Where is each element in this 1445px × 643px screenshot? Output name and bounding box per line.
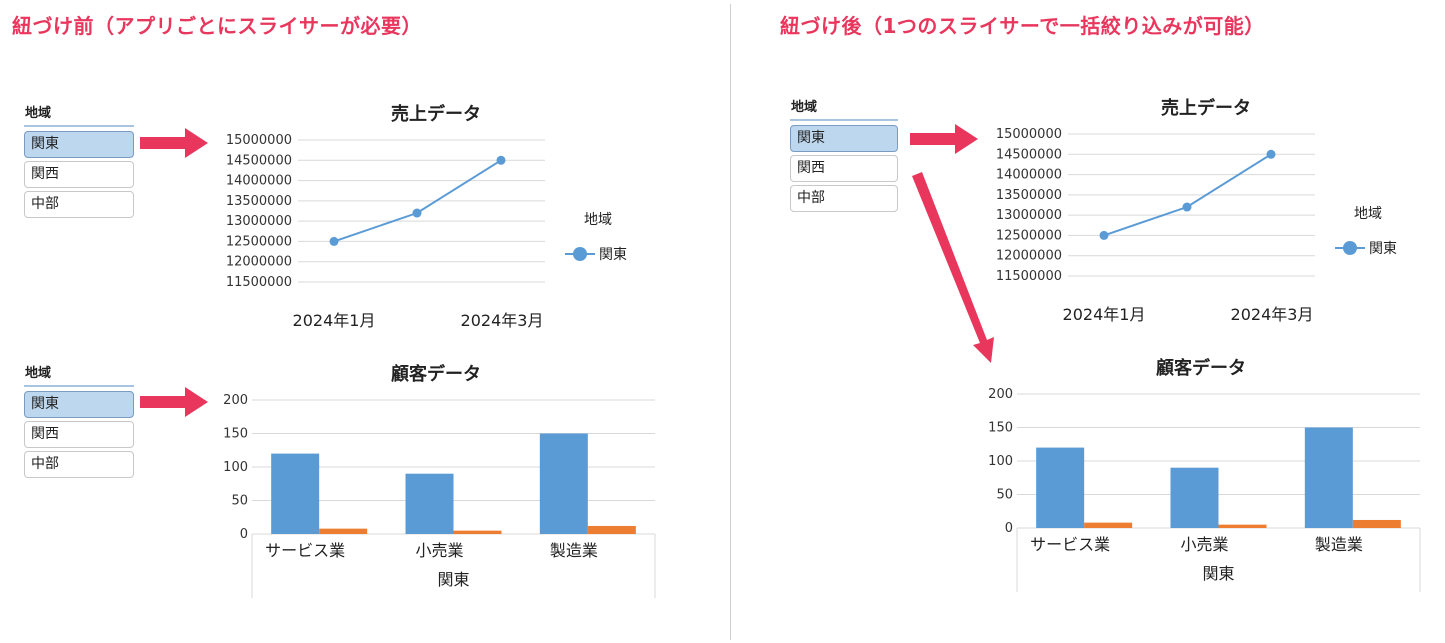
slicer-item-kansai[interactable]: 関西 — [24, 421, 134, 448]
y-tick-label: 12500000 — [226, 234, 292, 249]
slicer-item-kanto[interactable]: 関東 — [24, 131, 134, 158]
bar-series-1 — [1036, 447, 1085, 528]
legend-label: 関東 — [1369, 241, 1397, 257]
slicer-item-chubu[interactable]: 中部 — [24, 451, 134, 478]
y-tick-label: 13000000 — [226, 214, 292, 229]
y-tick-label: 14000000 — [996, 168, 1062, 183]
panel-divider — [730, 4, 731, 640]
x-tick-label: 2024年1月 — [293, 311, 376, 330]
y-tick-label: 14500000 — [996, 147, 1062, 162]
y-tick-label: 12000000 — [996, 249, 1062, 264]
x-tick-label: サービス業 — [1030, 535, 1110, 554]
y-tick-label: 11500000 — [996, 269, 1062, 284]
y-tick-label: 0 — [240, 527, 248, 542]
y-tick-label: 14500000 — [226, 153, 292, 168]
legend-marker — [1343, 241, 1357, 255]
bar-series-1 — [271, 453, 320, 534]
bar-series-1 — [1170, 467, 1219, 528]
chart-title: 顧客データ — [1156, 357, 1246, 379]
x-tick-label: 小売業 — [1180, 535, 1228, 554]
heading-before: 紐づけ前（アプリごとにスライサーが必要） — [12, 14, 422, 38]
y-tick-label: 13000000 — [996, 208, 1062, 223]
legend-title: 地域 — [584, 212, 612, 228]
y-tick-label: 0 — [1005, 521, 1013, 536]
region-slicer-sales-before: 地域 関東 関西 中部 — [24, 102, 134, 221]
x-tick-label: 2024年3月 — [461, 311, 544, 330]
chart-title: 売上データ — [1161, 97, 1251, 119]
slicer-item-kanto[interactable]: 関東 — [790, 125, 898, 152]
y-tick-label: 13500000 — [996, 188, 1062, 203]
y-tick-label: 100 — [988, 454, 1013, 469]
slicer-item-kansai[interactable]: 関西 — [24, 161, 134, 188]
bar-series-2 — [453, 530, 502, 534]
legend-title: 地域 — [1354, 206, 1382, 222]
bar-series-2 — [587, 525, 636, 534]
y-tick-label: 14000000 — [226, 174, 292, 189]
x-tick-label: 小売業 — [415, 541, 463, 560]
bar-series-2 — [1084, 522, 1133, 528]
data-point — [1099, 230, 1109, 240]
data-point — [412, 208, 422, 218]
region-slicer-shared: 地域 関東 関西 中部 — [790, 96, 898, 215]
y-tick-label: 12000000 — [226, 255, 292, 270]
y-tick-label: 50 — [996, 488, 1013, 503]
arrow-right-icon — [910, 124, 978, 154]
sales-line-chart-after: 売上データ 11500000 12000000 12500000 13000000 135… — [996, 97, 1397, 324]
data-point — [329, 236, 339, 246]
sales-line-chart-before: 売上データ 11500000 12000000 12500000 13000000 135… — [226, 103, 627, 330]
y-tick-label: 200 — [988, 387, 1013, 402]
y-tick-label: 13500000 — [226, 194, 292, 209]
x-tick-label: 製造業 — [550, 541, 598, 560]
bar-series-2 — [1218, 524, 1267, 528]
chart-title: 売上データ — [391, 103, 481, 125]
y-tick-label: 50 — [231, 494, 248, 509]
slicer-item-kansai[interactable]: 関西 — [790, 155, 898, 182]
slicer-item-kanto[interactable]: 関東 — [24, 391, 134, 418]
slicer-item-chubu[interactable]: 中部 — [24, 191, 134, 218]
region-slicer-customer-before: 地域 関東 関西 中部 — [24, 362, 134, 481]
legend-marker — [573, 247, 587, 261]
bar-series-2 — [1352, 519, 1401, 528]
y-tick-label: 200 — [223, 393, 248, 408]
y-tick-label: 150 — [223, 427, 248, 442]
arrow-right-icon — [140, 387, 208, 417]
slicer-item-chubu[interactable]: 中部 — [790, 185, 898, 212]
bar-series-1 — [1304, 427, 1353, 528]
y-tick-label: 12500000 — [996, 228, 1062, 243]
data-point — [496, 155, 506, 165]
x-axis-label: 関東 — [1202, 564, 1234, 583]
slicer-title: 地域 — [24, 362, 134, 387]
x-tick-label: サービス業 — [265, 541, 345, 560]
y-tick-label: 11500000 — [226, 275, 292, 290]
data-point — [1182, 202, 1192, 212]
y-tick-label: 15000000 — [226, 133, 292, 148]
heading-after: 紐づけ後（1つのスライサーで一括絞り込みが可能） — [780, 14, 1265, 38]
slicer-title: 地域 — [24, 102, 134, 127]
data-point — [1266, 149, 1276, 159]
y-tick-label: 100 — [223, 460, 248, 475]
bar-series-1 — [539, 433, 588, 534]
bar-series-1 — [405, 473, 454, 534]
x-tick-label: 製造業 — [1315, 535, 1363, 554]
arrow-right-icon — [140, 128, 208, 158]
x-tick-label: 2024年3月 — [1231, 305, 1314, 324]
y-tick-label: 15000000 — [996, 127, 1062, 142]
slicer-title: 地域 — [790, 96, 898, 121]
bar-series-2 — [319, 528, 368, 534]
x-tick-label: 2024年1月 — [1063, 305, 1146, 324]
legend-label: 関東 — [599, 247, 627, 263]
y-tick-label: 150 — [988, 421, 1013, 436]
chart-title: 顧客データ — [391, 363, 481, 385]
x-axis-label: 関東 — [437, 570, 469, 589]
